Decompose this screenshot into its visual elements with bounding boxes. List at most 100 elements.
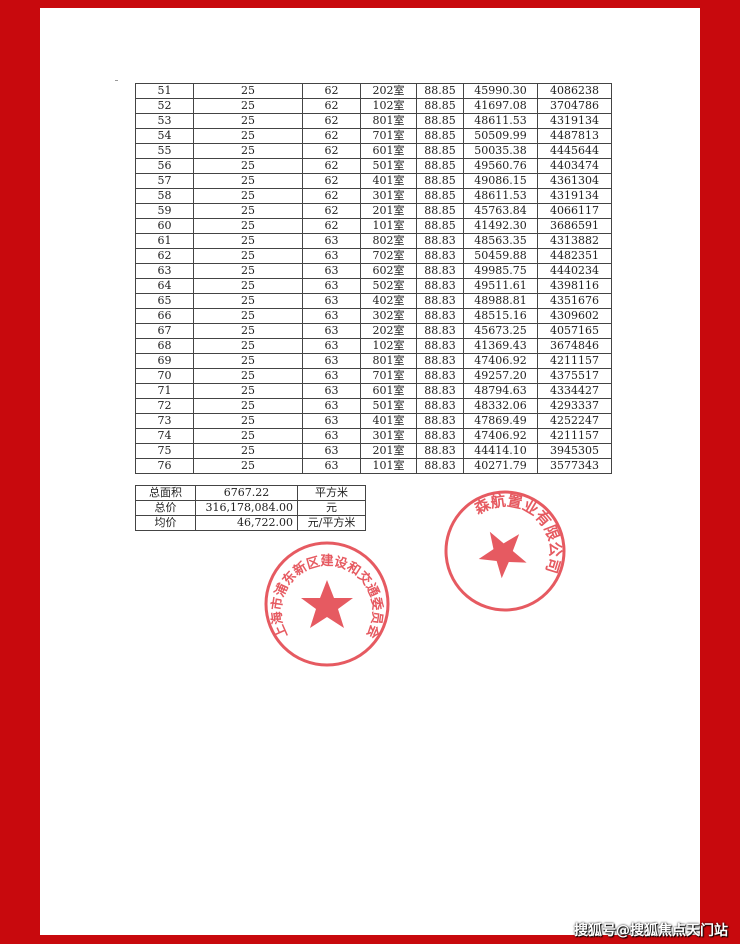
table-row: 64 25 63 502室 88.83 49511.61 4398116 [135, 278, 612, 294]
lot-cell: 63 [302, 428, 361, 444]
row-number-cell: 62 [135, 248, 194, 264]
table-row: 75 25 63 201室 88.83 44414.10 3945305 [135, 443, 612, 459]
row-number-cell: 73 [135, 413, 194, 429]
building-cell: 25 [193, 173, 303, 189]
room-cell: 201室 [360, 203, 417, 219]
area-cell: 88.83 [416, 383, 464, 399]
room-cell: 701室 [360, 368, 417, 384]
summary-label: 均价 [135, 515, 196, 531]
room-cell: 301室 [360, 188, 417, 204]
room-cell: 801室 [360, 113, 417, 129]
building-cell: 25 [193, 158, 303, 174]
building-cell: 25 [193, 323, 303, 339]
table-row: 65 25 63 402室 88.83 48988.81 4351676 [135, 293, 612, 309]
unit-price-cell: 48988.81 [463, 293, 538, 309]
building-cell: 25 [193, 98, 303, 114]
lot-cell: 63 [302, 458, 361, 474]
room-cell: 801室 [360, 353, 417, 369]
lot-cell: 63 [302, 308, 361, 324]
building-cell: 25 [193, 128, 303, 144]
table-row: 54 25 62 701室 88.85 50509.99 4487813 [135, 128, 612, 144]
table-row: 74 25 63 301室 88.83 47406.92 4211157 [135, 428, 612, 444]
unit-price-cell: 50035.38 [463, 143, 538, 159]
table-row: 67 25 63 202室 88.83 45673.25 4057165 [135, 323, 612, 339]
room-cell: 501室 [360, 158, 417, 174]
lot-cell: 63 [302, 278, 361, 294]
room-cell: 501室 [360, 398, 417, 414]
area-cell: 88.85 [416, 83, 464, 99]
summary-value: 316,178,084.00 [195, 500, 298, 516]
unit-price-cell: 48611.53 [463, 188, 538, 204]
table-row: 61 25 63 802室 88.83 48563.35 4313882 [135, 233, 612, 249]
area-cell: 88.85 [416, 203, 464, 219]
building-cell: 25 [193, 203, 303, 219]
area-cell: 88.83 [416, 368, 464, 384]
total-price-cell: 4293337 [537, 398, 612, 414]
total-price-cell: 4403474 [537, 158, 612, 174]
room-cell: 702室 [360, 248, 417, 264]
row-number-cell: 64 [135, 278, 194, 294]
total-price-cell: 4313882 [537, 233, 612, 249]
area-cell: 88.85 [416, 143, 464, 159]
room-cell: 502室 [360, 278, 417, 294]
lot-cell: 63 [302, 353, 361, 369]
room-cell: 302室 [360, 308, 417, 324]
lot-cell: 62 [302, 143, 361, 159]
building-cell: 25 [193, 428, 303, 444]
room-cell: 401室 [360, 173, 417, 189]
table-row: 63 25 63 602室 88.83 49985.75 4440234 [135, 263, 612, 279]
row-number-cell: 65 [135, 293, 194, 309]
watermark: 搜狐号@搜狐焦点天门站 [574, 923, 728, 939]
building-cell: 25 [193, 218, 303, 234]
lot-cell: 62 [302, 173, 361, 189]
unit-price-cell: 45673.25 [463, 323, 538, 339]
building-cell: 25 [193, 398, 303, 414]
room-cell: 101室 [360, 458, 417, 474]
room-cell: 601室 [360, 143, 417, 159]
row-number-cell: 75 [135, 443, 194, 459]
area-cell: 88.83 [416, 233, 464, 249]
unit-price-cell: 45990.30 [463, 83, 538, 99]
document-page: 51 25 62 202室 88.85 45990.30 4086238 52 25 62 102室… [40, 8, 700, 935]
total-price-cell: 3674846 [537, 338, 612, 354]
building-cell: 25 [193, 293, 303, 309]
room-cell: 601室 [360, 383, 417, 399]
lot-cell: 62 [302, 218, 361, 234]
building-cell: 25 [193, 248, 303, 264]
room-cell: 102室 [360, 98, 417, 114]
lot-cell: 62 [302, 203, 361, 219]
row-number-cell: 57 [135, 173, 194, 189]
summary-label: 总价 [135, 500, 196, 516]
lot-cell: 63 [302, 323, 361, 339]
unit-price-table: 51 25 62 202室 88.85 45990.30 4086238 52 25 62 102室… [135, 83, 612, 474]
row-number-cell: 74 [135, 428, 194, 444]
room-cell: 101室 [360, 218, 417, 234]
row-number-cell: 56 [135, 158, 194, 174]
table-row: 59 25 62 201室 88.85 45763.84 4066117 [135, 203, 612, 219]
unit-price-cell: 41492.30 [463, 218, 538, 234]
summary-unit: 平方米 [297, 485, 366, 501]
lot-cell: 63 [302, 338, 361, 354]
summary-row: 均价 46,722.00 元/平方米 [135, 515, 366, 531]
unit-price-cell: 47406.92 [463, 353, 538, 369]
unit-price-cell: 49985.75 [463, 263, 538, 279]
lot-cell: 62 [302, 128, 361, 144]
table-row: 62 25 63 702室 88.83 50459.88 4482351 [135, 248, 612, 264]
table-row: 66 25 63 302室 88.83 48515.16 4309602 [135, 308, 612, 324]
unit-price-cell: 48332.06 [463, 398, 538, 414]
unit-price-cell: 50509.99 [463, 128, 538, 144]
area-cell: 88.85 [416, 173, 464, 189]
table-row: 57 25 62 401室 88.85 49086.15 4361304 [135, 173, 612, 189]
total-price-cell: 4086238 [537, 83, 612, 99]
lot-cell: 62 [302, 113, 361, 129]
area-cell: 88.85 [416, 98, 464, 114]
building-cell: 25 [193, 368, 303, 384]
building-cell: 25 [193, 263, 303, 279]
row-number-cell: 66 [135, 308, 194, 324]
area-cell: 88.83 [416, 353, 464, 369]
lot-cell: 62 [302, 188, 361, 204]
total-price-cell: 4482351 [537, 248, 612, 264]
row-number-cell: 51 [135, 83, 194, 99]
building-cell: 25 [193, 113, 303, 129]
table-row: 55 25 62 601室 88.85 50035.38 4445644 [135, 143, 612, 159]
